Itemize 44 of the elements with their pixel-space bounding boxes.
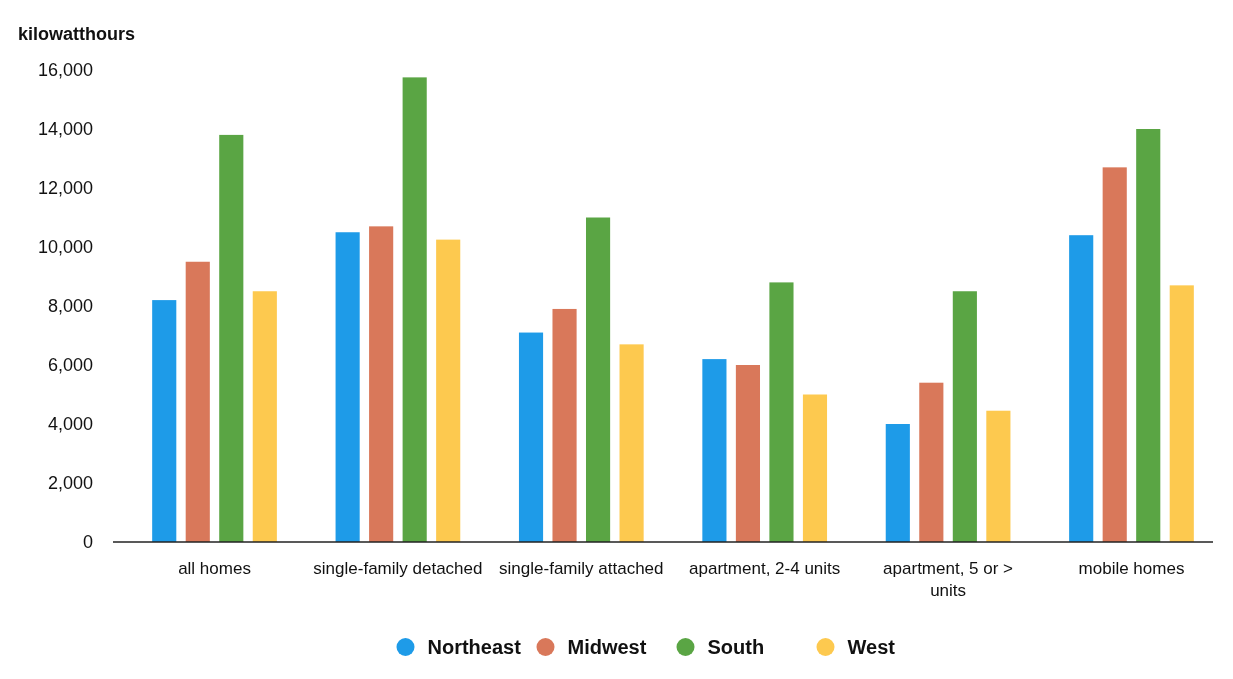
bar — [185, 261, 210, 542]
bar — [769, 282, 794, 542]
bar — [402, 77, 427, 542]
legend-label: Midwest — [567, 636, 647, 658]
y-tick-label: 16,000 — [37, 60, 93, 81]
bar — [702, 359, 727, 542]
bar — [619, 344, 644, 542]
bar — [1102, 167, 1127, 542]
bar — [335, 232, 360, 542]
bar — [1169, 285, 1194, 542]
y-tick-label: 10,000 — [37, 237, 93, 258]
bar — [986, 410, 1011, 542]
x-tick-label: mobile homes — [1078, 559, 1185, 578]
legend-label: South — [707, 636, 765, 658]
x-tick-label: apartment, 2-4 units — [689, 559, 841, 578]
y-tick-label: 6,000 — [47, 355, 93, 376]
bar — [802, 394, 828, 542]
bar — [735, 365, 760, 542]
bar — [586, 217, 611, 542]
x-tick-label: single-family attached — [499, 559, 664, 578]
y-tick-label: 14,000 — [37, 119, 93, 140]
legend-label: West — [847, 636, 896, 658]
bar — [552, 308, 577, 542]
y-axis-title: kilowatthours — [18, 24, 136, 44]
x-tick-label: apartment, 5 or > units — [883, 559, 1014, 600]
bar — [1069, 235, 1094, 542]
bar — [252, 291, 277, 542]
bar — [885, 424, 910, 542]
bar — [952, 291, 977, 542]
legend-label: Northeast — [427, 636, 522, 658]
bar — [1136, 129, 1161, 542]
bar — [152, 300, 177, 542]
x-tick-label: single-family detached — [313, 559, 483, 578]
y-tick-label: 4,000 — [47, 414, 93, 435]
y-tick-label: 8,000 — [47, 296, 93, 317]
bar — [219, 134, 244, 542]
bar — [436, 239, 461, 542]
y-tick-label: 2,000 — [47, 473, 93, 494]
x-tick-label: all homes — [178, 559, 251, 578]
y-tick-label: 0 — [82, 532, 93, 553]
bar — [919, 382, 944, 542]
y-tick-label: 12,000 — [37, 178, 93, 199]
bar — [369, 226, 394, 542]
bar — [518, 332, 544, 542]
